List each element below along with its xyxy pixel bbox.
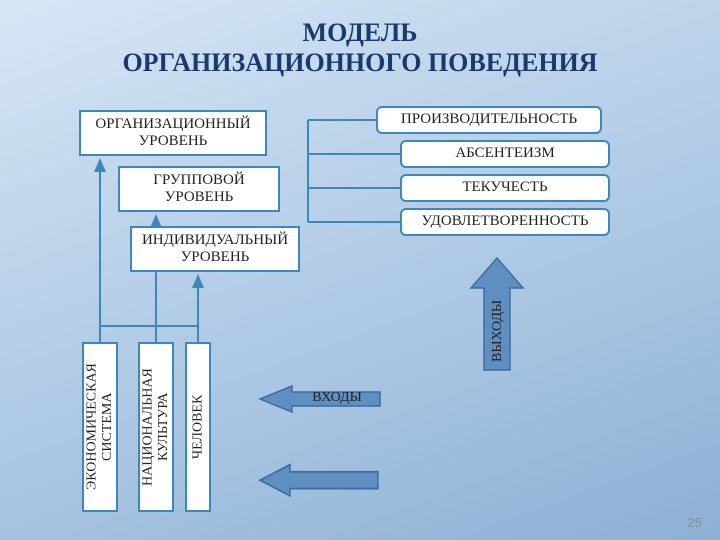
outputs-label: ВЫХОДЫ [490, 296, 506, 366]
output-satisfaction-label: УДОВЛЕТВОРЕННОСТЬ [422, 213, 589, 230]
inputs-arrow [260, 465, 378, 496]
level-organizational: ОРГАНИЗАЦИОННЫЙ УРОВЕНЬ [79, 110, 267, 156]
input-economy-label: ЭКОНОМИЧЕСКАЯ СИСТЕМА [85, 364, 116, 491]
input-culture: НАЦИОНАЛЬНАЯ КУЛЬТУРА [138, 342, 174, 512]
input-person: ЧЕЛОВЕК [185, 342, 211, 512]
page-title: МОДЕЛЬ ОРГАНИЗАЦИОННОГО ПОВЕДЕНИЯ [0, 18, 720, 78]
page-number: 25 [688, 515, 702, 530]
level-group: ГРУППОВОЙ УРОВЕНЬ [118, 166, 280, 212]
inputs-label: ВХОДЫ [302, 390, 372, 406]
level-individual: ИНДИВИДУАЛЬНЫЙ УРОВЕНЬ [130, 226, 300, 272]
output-satisfaction: УДОВЛЕТВОРЕННОСТЬ [400, 208, 610, 236]
output-absenteeism: АБСЕНТЕИЗМ [400, 140, 610, 168]
title-line-1: МОДЕЛЬ [303, 18, 418, 47]
title-line-2: ОРГАНИЗАЦИОННОГО ПОВЕДЕНИЯ [122, 48, 597, 77]
output-turnover: ТЕКУЧЕСТЬ [400, 174, 610, 202]
output-productivity: ПРОИЗВОДИТЕЛЬНОСТЬ [376, 106, 602, 134]
level-group-label: ГРУППОВОЙ УРОВЕНЬ [153, 172, 244, 207]
input-culture-label: НАЦИОНАЛЬНАЯ КУЛЬТУРА [141, 368, 172, 486]
output-turnover-label: ТЕКУЧЕСТЬ [462, 179, 547, 196]
input-economy: ЭКОНОМИЧЕСКАЯ СИСТЕМА [82, 342, 118, 512]
output-absenteeism-label: АБСЕНТЕИЗМ [455, 145, 554, 162]
output-productivity-label: ПРОИЗВОДИТЕЛЬНОСТЬ [401, 111, 577, 128]
input-person-label: ЧЕЛОВЕК [190, 395, 205, 459]
level-organizational-label: ОРГАНИЗАЦИОННЫЙ УРОВЕНЬ [95, 116, 250, 151]
level-individual-label: ИНДИВИДУАЛЬНЫЙ УРОВЕНЬ [142, 232, 288, 267]
